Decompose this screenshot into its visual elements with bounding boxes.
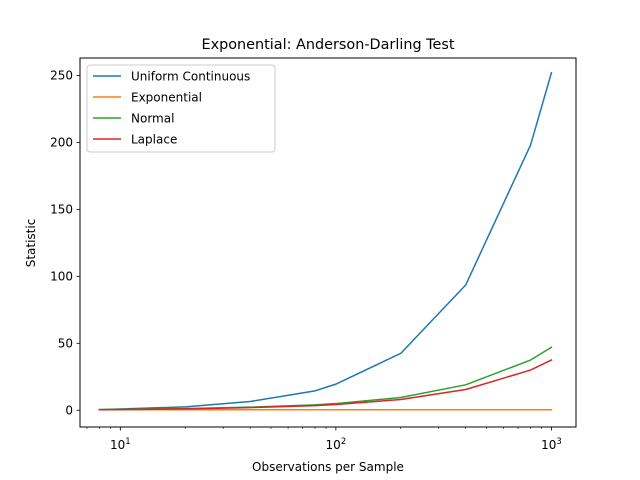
y-tick-label: 0 (65, 404, 73, 418)
series-line-laplace (98, 359, 553, 411)
legend-label-uniform-continuous: Uniform Continuous (131, 69, 250, 83)
x-tick-label: 101 (110, 437, 131, 452)
legend-label-laplace: Laplace (131, 132, 177, 146)
series-layer (98, 71, 553, 411)
legend-items: Uniform Continuous Exponential Normal Lapla… (93, 69, 250, 146)
y-tick-label: 100 (50, 270, 73, 284)
x-tick-label: 102 (326, 437, 347, 452)
y-axis-label: Statistic (24, 219, 38, 268)
y-tick-label: 250 (50, 69, 73, 83)
chart-title: Exponential: Anderson-Darling Test (202, 37, 455, 53)
x-tick-label: 103 (541, 437, 562, 452)
y-tick-label: 200 (50, 136, 73, 150)
plot-frame (79, 57, 577, 428)
legend: Uniform Continuous Exponential Normal Lapla… (86, 64, 276, 153)
y-tick-label: 150 (50, 203, 73, 217)
x-axis-label: Observations per Sample (252, 460, 404, 474)
ticks-layer: 0 50 100 150 200 250 101 102 103 (50, 69, 562, 452)
legend-box (86, 64, 276, 153)
legend-label-normal: Normal (131, 111, 174, 125)
y-tick-label: 50 (58, 337, 73, 351)
legend-label-exponential: Exponential (131, 90, 202, 104)
series-line-uniform-continuous (98, 71, 553, 411)
